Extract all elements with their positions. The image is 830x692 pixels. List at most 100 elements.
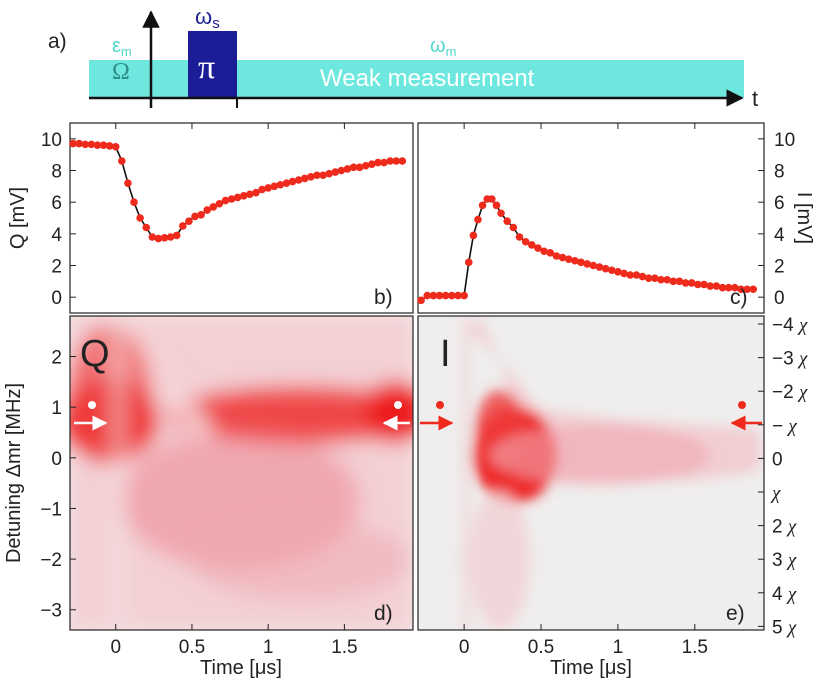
data-point — [441, 291, 450, 300]
data-point — [681, 279, 690, 287]
c-ytick-label: 0 — [774, 288, 785, 309]
heatmap-i — [418, 316, 764, 630]
data-point — [607, 266, 616, 275]
chi-tick-label: 4 χ — [772, 584, 797, 605]
b-ytick-label: 6 — [51, 193, 62, 214]
pi-label: π — [198, 49, 215, 86]
xtick-label: 1.5 — [331, 637, 357, 658]
data-point — [527, 241, 536, 249]
data-point — [313, 171, 321, 180]
panel-d-ylabel: Detuning Δmr [MHz] — [3, 383, 25, 563]
omega-s-label: ωs — [195, 4, 220, 32]
panel-b-ylabel: Q [mV] — [7, 187, 29, 249]
data-point — [111, 142, 120, 151]
data-point — [130, 198, 138, 206]
data-point — [712, 282, 721, 290]
data-point — [417, 296, 425, 305]
data-point — [749, 285, 758, 294]
data-point — [474, 215, 482, 224]
chi-tick-label: 5 χ — [772, 617, 797, 638]
data-point — [515, 233, 524, 241]
data-point — [497, 209, 505, 218]
data-point — [355, 163, 364, 172]
data-point — [546, 249, 555, 257]
data-point — [233, 193, 242, 202]
weak-measurement-label: Weak measurement — [320, 65, 535, 92]
data-point — [374, 158, 382, 167]
data-point — [331, 168, 340, 176]
data-point — [743, 285, 751, 294]
data-point — [657, 275, 665, 284]
b-ytick-label: 0 — [51, 288, 62, 309]
data-point — [700, 280, 708, 289]
data-point — [209, 203, 218, 211]
b-ytick-label: 8 — [51, 162, 62, 183]
data-point — [571, 256, 579, 265]
data-point — [166, 233, 175, 241]
data-point — [124, 179, 132, 187]
chi-tick-label: 2 χ — [772, 517, 797, 538]
panel-b-label: b) — [374, 286, 393, 309]
data-point — [294, 176, 303, 184]
b-ytick-label: 2 — [51, 257, 62, 278]
data-point — [105, 142, 114, 150]
eps-m-label: εm — [112, 35, 132, 59]
data-point — [724, 283, 733, 292]
data-point — [620, 269, 628, 278]
data-point — [448, 291, 456, 300]
data-point — [669, 277, 678, 286]
data-point — [185, 217, 193, 225]
panel-e-label: e) — [726, 602, 745, 625]
marker-dot-left-e — [436, 401, 444, 409]
data-point — [142, 223, 151, 232]
data-point — [558, 253, 567, 262]
marker-dot-right-e — [738, 401, 746, 409]
d-ytick-label: −2 — [40, 550, 62, 571]
data-point — [552, 252, 561, 260]
data-point — [191, 212, 199, 221]
data-point — [614, 268, 622, 276]
data-point — [81, 140, 90, 149]
data-point — [521, 237, 530, 246]
data-point — [325, 169, 333, 178]
data-point — [386, 157, 394, 165]
data-point — [148, 233, 157, 241]
panel-e-frame — [417, 315, 765, 631]
d-ytick-label: 2 — [51, 348, 62, 369]
data-point — [361, 161, 370, 170]
panel-d-xlabel: Time [μs] — [200, 657, 282, 679]
b-ytick-label: 10 — [41, 130, 62, 151]
data-point — [75, 139, 83, 148]
data-point — [509, 223, 518, 232]
data-point — [337, 166, 346, 175]
data-point — [638, 272, 647, 281]
data-point — [398, 157, 407, 165]
data-point — [503, 217, 511, 225]
heatmap-q — [70, 316, 413, 630]
c-ytick-label: 2 — [774, 257, 785, 278]
panel-d-label: d) — [374, 602, 393, 625]
d-ytick-label: 1 — [51, 398, 62, 419]
data-point — [626, 271, 635, 279]
data-point — [488, 195, 496, 203]
chi-tick-label: − χ — [772, 416, 797, 437]
data-point — [435, 291, 444, 300]
data-point — [368, 160, 376, 168]
marker-dot-right — [394, 401, 402, 409]
data-point — [179, 222, 187, 230]
data-point — [252, 188, 260, 197]
data-point — [454, 291, 462, 300]
data-point — [429, 291, 438, 300]
data-point — [589, 261, 598, 270]
data-point — [154, 234, 163, 243]
xtick-label: 1.5 — [682, 637, 708, 658]
data-point — [464, 258, 473, 267]
d-ytick-label: −1 — [40, 499, 62, 520]
data-point — [197, 211, 205, 219]
data-point — [380, 158, 388, 167]
chi-tick-label: χ — [770, 483, 781, 504]
data-point — [595, 263, 604, 271]
data-point — [706, 282, 714, 290]
data-point — [349, 163, 358, 172]
b-ytick-label: 4 — [51, 225, 62, 246]
